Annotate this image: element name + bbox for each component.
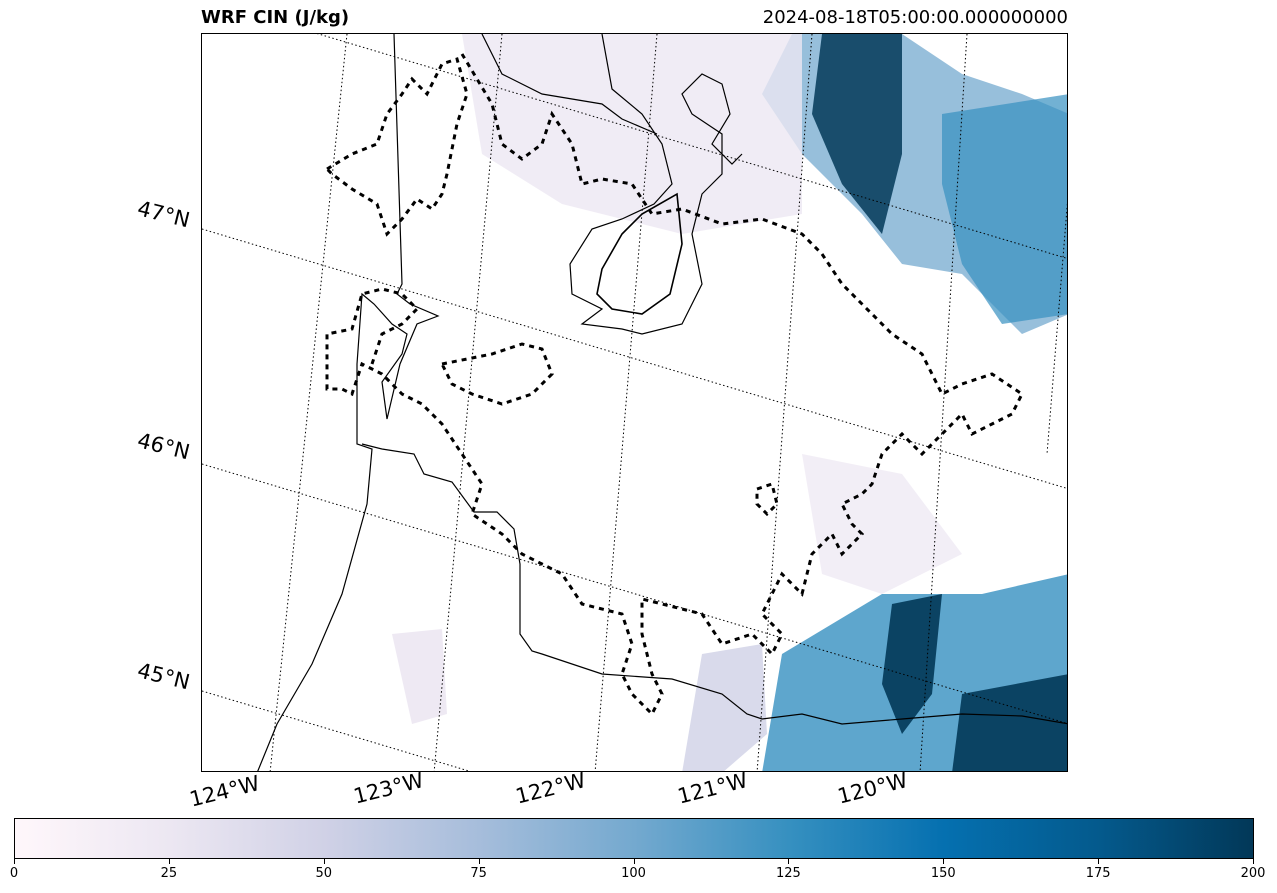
graticule: [202, 34, 1067, 771]
colorbar-tick: [14, 859, 15, 864]
lat-line-46: [202, 463, 1067, 724]
colorbar-tick-label: 200: [1240, 866, 1266, 881]
contour-olympics: [324, 57, 469, 237]
lon-line-119: [1046, 202, 1067, 455]
cin-patch-ne-east: [942, 94, 1067, 324]
contour-central-loop: [439, 342, 554, 406]
cin-patch-ne-core: [812, 34, 902, 234]
lon-label-122: 122°W: [513, 768, 589, 809]
contour-cascades: [325, 53, 1024, 717]
colorbar-tick: [788, 859, 790, 864]
map-panel: [201, 33, 1068, 772]
north-coast-line: [481, 34, 658, 135]
cin-patch-se-core: [882, 594, 942, 734]
contour-small-loop: [755, 482, 779, 517]
colorbar-tick: [168, 859, 170, 864]
lat-line-47: [202, 228, 1067, 489]
colorbar-tick-label: 125: [775, 866, 801, 881]
cin-patch-south-light: [392, 629, 447, 724]
lat-label-46: 46°N: [135, 428, 193, 465]
cin-patch-se-east: [952, 674, 1067, 771]
cin-patch-se-light: [802, 454, 962, 594]
lon-label-123: 123°W: [351, 768, 427, 809]
lon-line-124: [269, 34, 348, 771]
colorbar-tick-label: 50: [315, 866, 333, 881]
lon-label-120: 120°W: [835, 768, 911, 809]
colorbar-tick-label: 25: [160, 866, 178, 881]
puget-sound-inner: [596, 192, 683, 315]
columbia-river: [361, 443, 1067, 725]
colorbar-tick: [478, 859, 480, 864]
lon-line-120: [919, 34, 968, 771]
map-title: WRF CIN (J/kg): [201, 7, 350, 28]
coastline: [257, 34, 1067, 771]
colorbar-tick: [1098, 859, 1100, 864]
colorbar-tick: [1253, 859, 1254, 864]
pacific-coast: [257, 34, 440, 771]
map-canvas: [202, 34, 1067, 771]
cin-patch-mid-light: [682, 644, 767, 771]
lat-line-48: [316, 34, 1067, 259]
cin-shading: [392, 34, 1067, 771]
cin-patch-north-light: [462, 34, 802, 234]
colorbar-tick-label: 100: [621, 866, 646, 881]
colorbar-tick-label: 75: [470, 866, 487, 881]
colorbar-tick: [943, 859, 945, 864]
colorbar: [14, 818, 1254, 859]
lon-label-121: 121°W: [675, 768, 751, 809]
lat-label-47: 47°N: [135, 196, 193, 233]
colorbar-tick: [323, 859, 325, 864]
puget-sound-outline: [569, 34, 743, 335]
colorbar-tick: [633, 859, 635, 864]
lon-label-124: 124°W: [187, 771, 263, 812]
map-timestamp: 2024-08-18T05:00:00.000000000: [762, 7, 1068, 28]
lat-label-45: 45°N: [135, 658, 193, 695]
colorbar-tick-label: 175: [1085, 866, 1111, 881]
terrain-contour: [324, 53, 1024, 717]
colorbar-tick-label: 150: [930, 866, 956, 881]
colorbar-tick-label: 0: [9, 866, 19, 881]
